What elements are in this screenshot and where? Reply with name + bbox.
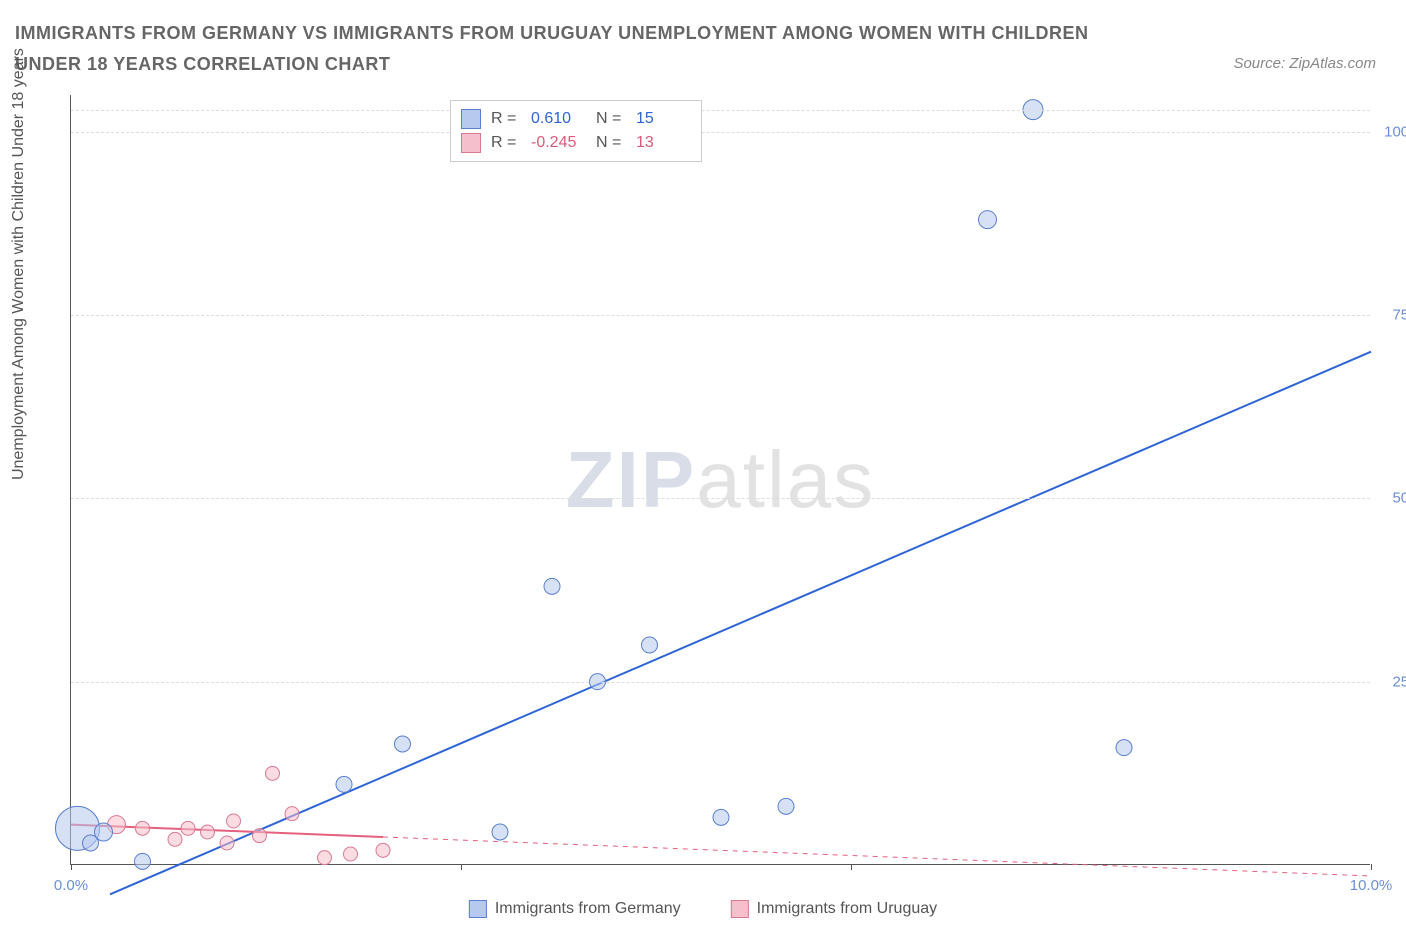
legend-item-blue: Immigrants from Germany: [469, 900, 681, 918]
legend-item-pink: Immigrants from Uruguay: [731, 900, 938, 918]
bottom-legend: Immigrants from Germany Immigrants from …: [469, 900, 937, 918]
y-tick-label: 75.0%: [1392, 307, 1406, 324]
swatch-blue-icon: [461, 109, 481, 129]
legend-label-blue: Immigrants from Germany: [495, 900, 681, 918]
stats-n-pink: 13: [636, 134, 691, 152]
stats-row-blue: R = 0.610 N = 15: [461, 107, 691, 131]
y-tick-label: 100.0%: [1384, 123, 1406, 140]
x-tick-label: 10.0%: [1350, 877, 1393, 894]
stats-r-label: R =: [491, 110, 521, 128]
chart-title: IMMIGRANTS FROM GERMANY VS IMMIGRANTS FR…: [15, 18, 1115, 79]
gridline: [71, 682, 1370, 683]
plot-svg: [71, 95, 1370, 864]
legend-label-pink: Immigrants from Uruguay: [757, 900, 938, 918]
y-axis-label: Unemployment Among Women with Children U…: [10, 48, 28, 480]
stats-r-blue: 0.610: [531, 110, 586, 128]
plot-area: ZIPatlas 25.0%50.0%75.0%100.0%0.0%10.0%: [70, 95, 1370, 865]
legend-swatch-blue-icon: [469, 900, 487, 918]
stats-n-label: N =: [596, 134, 626, 152]
stats-r-label: R =: [491, 134, 521, 152]
gridline: [71, 315, 1370, 316]
y-tick-label: 25.0%: [1392, 673, 1406, 690]
gridline: [71, 132, 1370, 133]
stats-n-blue: 15: [636, 110, 691, 128]
stats-n-label: N =: [596, 110, 626, 128]
stats-legend-box: R = 0.610 N = 15 R = -0.245 N = 13: [450, 100, 702, 162]
stats-r-pink: -0.245: [531, 134, 586, 152]
x-tick-label: 0.0%: [54, 877, 88, 894]
legend-swatch-pink-icon: [731, 900, 749, 918]
source-label: Source: ZipAtlas.com: [1233, 55, 1376, 72]
stats-row-pink: R = -0.245 N = 13: [461, 131, 691, 155]
y-tick-label: 50.0%: [1392, 490, 1406, 507]
gridline: [71, 498, 1370, 499]
swatch-pink-icon: [461, 133, 481, 153]
